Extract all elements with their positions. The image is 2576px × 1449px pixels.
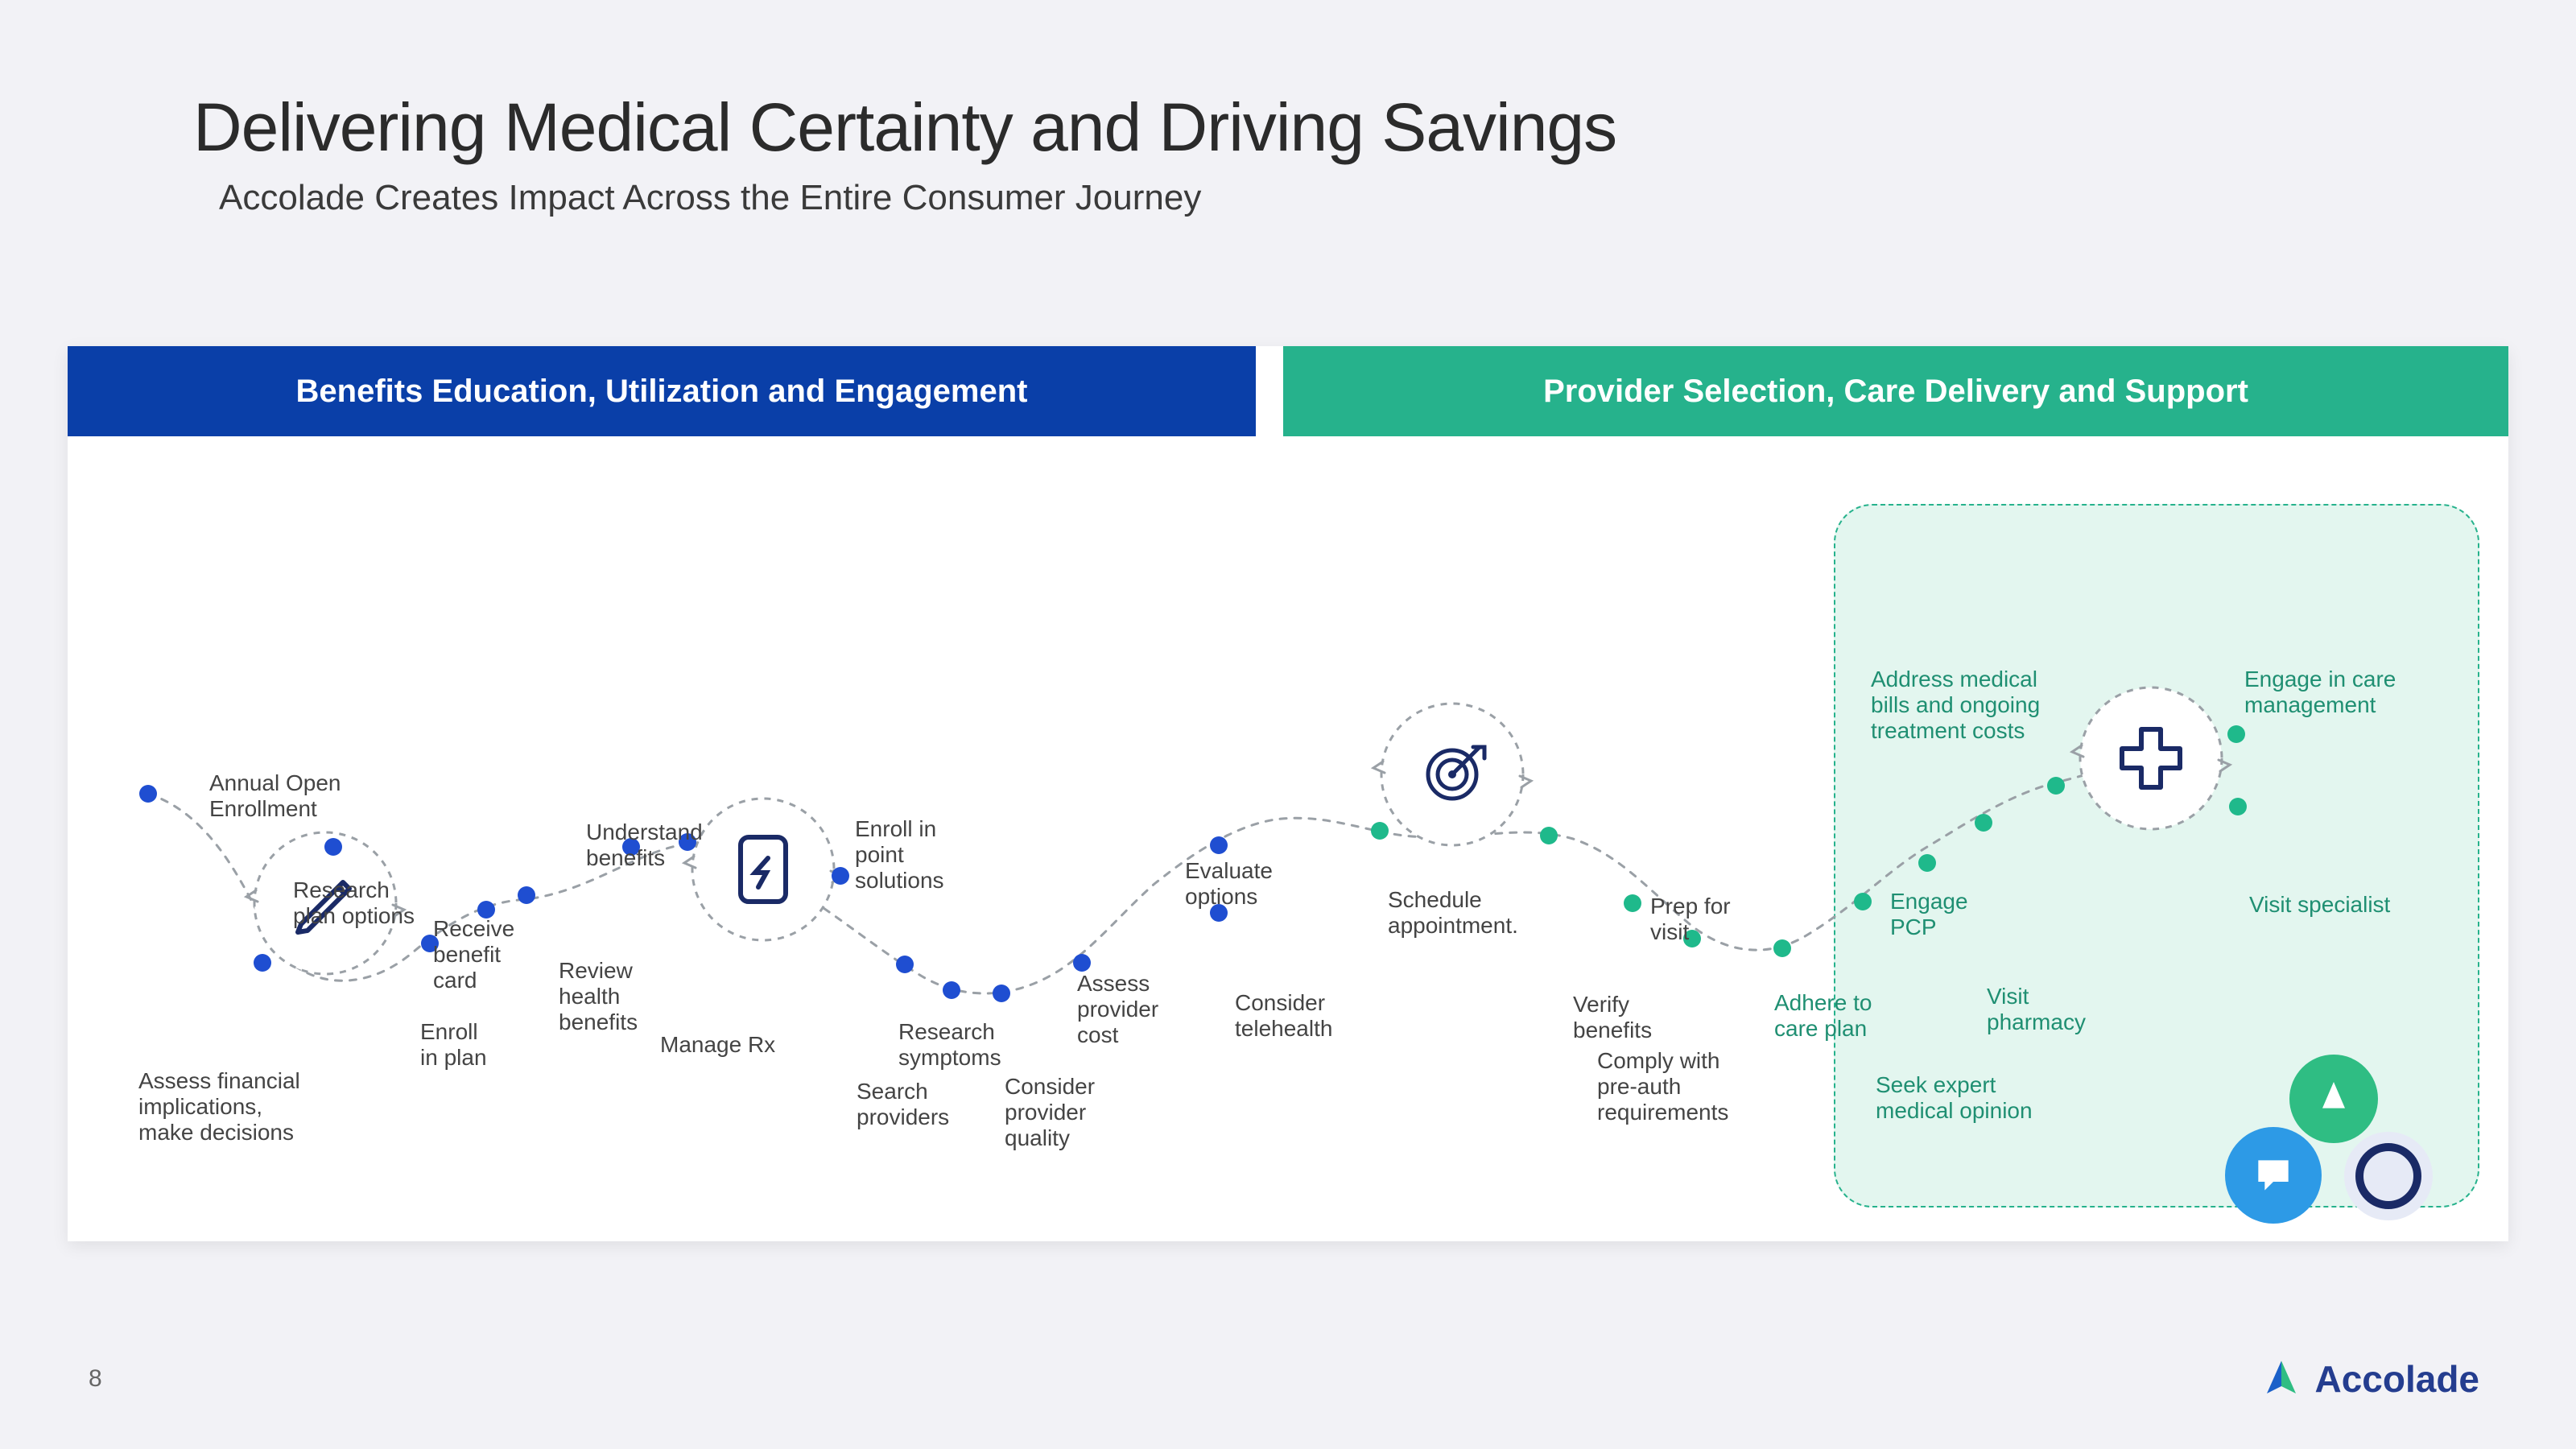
- journey-dot-manage-rx: [679, 833, 696, 851]
- journey-dot-verify-benefits: [1624, 894, 1641, 912]
- journey-dot-enroll-point-solutions: [832, 867, 849, 885]
- journey-dot-engage-care-mgmt: [2227, 725, 2245, 743]
- journey-dot-evaluate-options: [1210, 836, 1228, 854]
- journey-dot-search-providers: [943, 981, 960, 999]
- plus-icon: [2072, 687, 2230, 829]
- journey-dot-schedule-appointment: [1371, 822, 1389, 840]
- brand-footer: Accolade: [2260, 1357, 2479, 1401]
- journey-dot-research-symptoms: [896, 956, 914, 973]
- header-benefits: Benefits Education, Utilization and Enga…: [68, 346, 1256, 436]
- journey-dot-engage-pcp: [1975, 814, 1992, 832]
- journey-dot-assess-provider-cost: [1073, 954, 1091, 972]
- target-icon: [1373, 704, 1531, 845]
- journey-dot-prep-for-visit: [1540, 827, 1558, 844]
- logo-ring-mark: [2344, 1132, 2433, 1220]
- journey-dot-research-plan-options: [324, 838, 342, 856]
- journey-dot-adhere-care-plan: [1854, 893, 1872, 910]
- page-number: 8: [89, 1365, 102, 1393]
- accolade-logo-icon: [2260, 1357, 2303, 1401]
- pencil-icon: [246, 832, 404, 974]
- logo-chat-mark: [2225, 1127, 2322, 1224]
- header-provider: Provider Selection, Care Delivery and Su…: [1283, 346, 2508, 436]
- slide-title: Delivering Medical Certainty and Driving…: [193, 89, 1616, 167]
- journey-dot-comply-pre-auth: [1683, 930, 1701, 947]
- logo-accolade-mark: [2289, 1055, 2378, 1143]
- journey-dot-receive-benefit-card: [477, 901, 495, 919]
- card-icon: [684, 799, 842, 940]
- journey-dot-visit-pharmacy: [1918, 854, 1936, 872]
- title-block: Delivering Medical Certainty and Driving…: [193, 89, 1616, 218]
- journey-dot-seek-expert-opinion: [1773, 939, 1791, 957]
- partner-logos: [2201, 1055, 2442, 1216]
- journey-dot-assess-financial: [254, 954, 271, 972]
- brand-name: Accolade: [2314, 1357, 2479, 1401]
- journey-dot-address-bills: [2047, 777, 2065, 795]
- journey-dot-consider-telehealth: [1210, 904, 1228, 922]
- journey-dot-understand-benefits: [622, 838, 640, 856]
- journey-dot-enroll-in-plan: [421, 935, 439, 952]
- journey-dot-visit-specialist: [2229, 798, 2247, 815]
- slide-subtitle: Accolade Creates Impact Across the Entir…: [219, 178, 1616, 218]
- journey-dot-review-health-benefits: [518, 886, 535, 904]
- journey-path-svg: [68, 436, 2508, 1241]
- journey-dot-annual-open-enrollment: [139, 785, 157, 803]
- journey-dot-consider-quality: [993, 985, 1010, 1002]
- journey-card: Benefits Education, Utilization and Enga…: [68, 346, 2508, 1241]
